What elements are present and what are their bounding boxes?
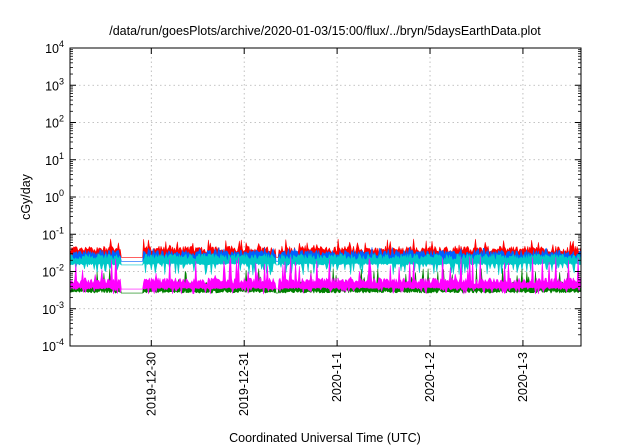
x-tick-label: 2020-1-2 [423,352,437,402]
x-tick-label: 2020-1-3 [516,352,530,402]
y-tick-label: 102 [45,114,64,131]
x-tick-label: 2019-12-31 [237,352,251,416]
y-tick-label: 10-3 [42,300,64,317]
y-tick-label: 100 [45,188,64,205]
x-ticks: 2019-12-30 2019-12-31 2020-1-1 2020-1-2 2020… [144,48,530,416]
y-tick-label: 103 [45,76,64,93]
x-axis-label: Coordinated Universal Time (UTC) [229,431,421,445]
x-tick-label: 2019-12-30 [144,352,158,416]
y-tick-label: 10-4 [42,337,64,354]
y-tick-label: 10-1 [42,225,64,242]
chart-title: /data/run/goesPlots/archive/2020-01-03/1… [109,24,541,38]
y-ticks: 10-4 10-3 10-2 10-1 100 101 102 103 104 [42,39,581,354]
x-tick-label: 2020-1-1 [330,352,344,402]
y-tick-label: 10-2 [42,263,64,280]
grid [70,48,581,346]
y-tick-label: 101 [45,151,64,168]
y-axis-label: cGy/day [19,173,33,220]
y-tick-label: 104 [45,39,64,56]
